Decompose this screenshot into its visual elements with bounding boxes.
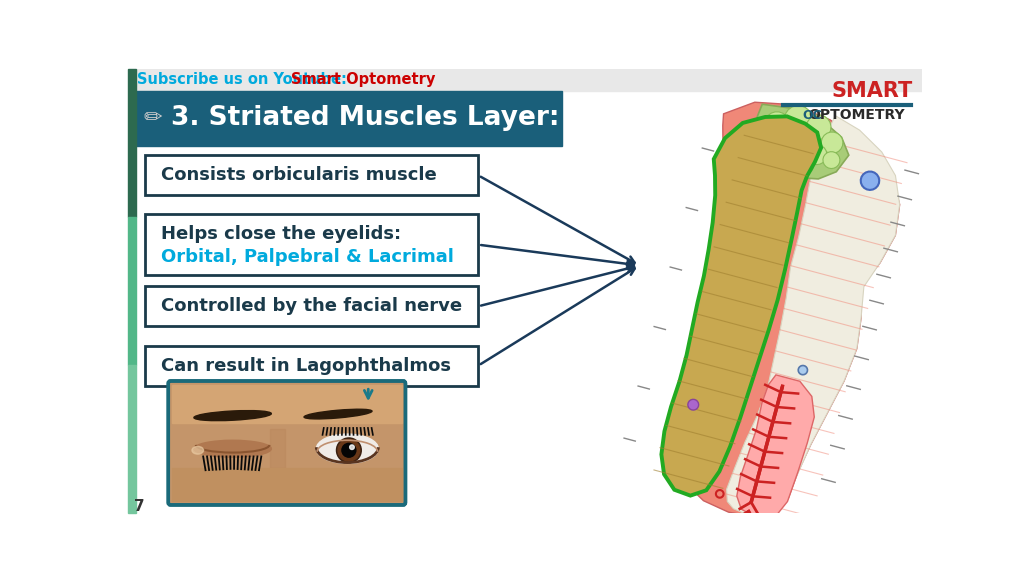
- Ellipse shape: [316, 434, 378, 463]
- Bar: [172, 385, 401, 423]
- Bar: [128, 69, 922, 90]
- Polygon shape: [823, 151, 840, 169]
- Polygon shape: [798, 158, 813, 174]
- Text: 3. Striated Muscles Layer:: 3. Striated Muscles Layer:: [171, 105, 559, 131]
- Polygon shape: [758, 104, 849, 179]
- Polygon shape: [737, 375, 814, 517]
- Ellipse shape: [194, 440, 271, 457]
- Polygon shape: [861, 172, 880, 190]
- Polygon shape: [784, 105, 812, 133]
- Text: Orbital, Palpebral & Lacrimal: Orbital, Palpebral & Lacrimal: [161, 248, 454, 266]
- Ellipse shape: [191, 446, 204, 454]
- FancyBboxPatch shape: [145, 286, 478, 326]
- Circle shape: [337, 438, 361, 463]
- Text: ✏: ✏: [143, 108, 162, 128]
- FancyBboxPatch shape: [145, 156, 478, 195]
- Polygon shape: [821, 132, 843, 154]
- FancyBboxPatch shape: [145, 346, 478, 385]
- Polygon shape: [787, 135, 811, 157]
- Text: OC: OC: [802, 109, 822, 122]
- Polygon shape: [806, 115, 831, 139]
- Polygon shape: [807, 145, 827, 165]
- FancyBboxPatch shape: [145, 214, 478, 275]
- Text: Subscribe us on Youtube:: Subscribe us on Youtube:: [137, 73, 352, 88]
- Text: 7: 7: [134, 499, 144, 514]
- Ellipse shape: [194, 411, 271, 420]
- Circle shape: [342, 444, 356, 457]
- Bar: [128, 90, 562, 146]
- Polygon shape: [779, 153, 795, 169]
- Text: Controlled by the facial nerve: Controlled by the facial nerve: [161, 297, 462, 315]
- Polygon shape: [727, 116, 900, 518]
- Polygon shape: [769, 135, 790, 155]
- Polygon shape: [676, 102, 900, 517]
- Ellipse shape: [304, 409, 372, 419]
- Text: Helps close the eyelids:: Helps close the eyelids:: [161, 225, 400, 243]
- Polygon shape: [688, 399, 698, 410]
- Polygon shape: [799, 366, 808, 375]
- Text: Can result in Lagophthalmos: Can result in Lagophthalmos: [161, 357, 451, 374]
- Text: Smart Optometry: Smart Optometry: [291, 73, 435, 88]
- Polygon shape: [765, 112, 790, 137]
- Circle shape: [349, 445, 354, 449]
- Circle shape: [338, 439, 359, 461]
- Bar: [172, 385, 401, 501]
- Bar: [270, 430, 286, 468]
- Polygon shape: [662, 116, 821, 495]
- FancyBboxPatch shape: [168, 381, 406, 505]
- Bar: [128, 365, 136, 513]
- Bar: [128, 217, 136, 365]
- Text: OPTOMETRY: OPTOMETRY: [808, 108, 905, 122]
- Text: Consists orbicularis muscle: Consists orbicularis muscle: [161, 166, 436, 184]
- Bar: [128, 69, 136, 217]
- Text: SMART: SMART: [831, 81, 912, 101]
- Bar: [172, 468, 401, 501]
